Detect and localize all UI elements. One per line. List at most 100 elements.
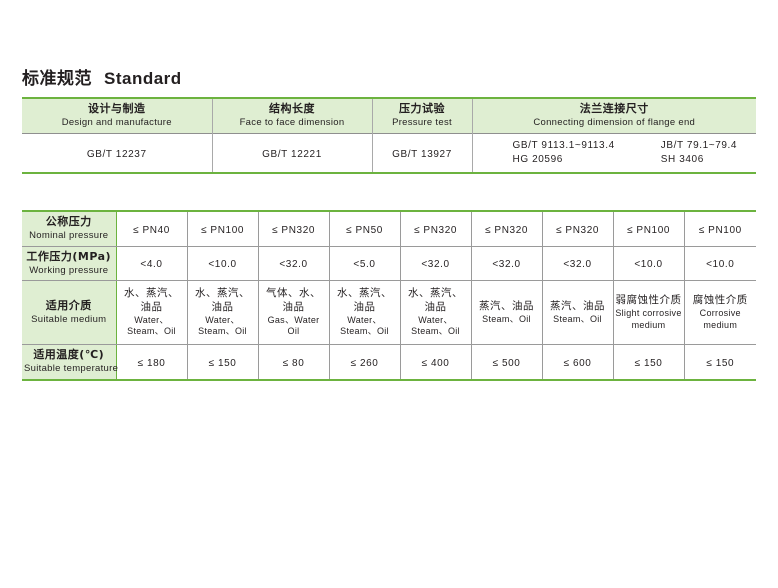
row-header-suitable-medium: 适用介质 Suitable medium xyxy=(22,280,117,346)
value-working-pressure-6: <32.0 xyxy=(492,259,521,271)
row-header-suitable-temperature-cn: 适用温度(℃) xyxy=(33,348,105,362)
cell-nominal-pressure-4: ≤ PN50 xyxy=(329,211,401,247)
medium-7-cn-line-1: 蒸汽、油品 xyxy=(550,300,605,313)
value-suitable-temperature-3: ≤ 80 xyxy=(282,358,305,370)
cell-suitable-temperature-8: ≤ 150 xyxy=(613,344,685,380)
cell-suitable-temperature-9: ≤ 150 xyxy=(684,345,756,380)
medium-2-en-line-2: Steam、Oil xyxy=(198,326,247,337)
row-header-suitable-temperature: 适用温度(℃) Suitable temperature xyxy=(22,344,118,380)
medium-6-en-line-1: Steam、Oil xyxy=(482,313,531,324)
row-header-suitable-medium-cn: 适用介质 xyxy=(45,298,92,312)
value-nominal-pressure-4: ≤ PN50 xyxy=(346,224,383,236)
flange-value-left: GB/T 9113.1~9113.4 HG 20596 xyxy=(513,139,615,168)
table-row: 公称压力 Nominal pressure ≤ PN40 ≤ PN100 ≤ P… xyxy=(22,211,756,247)
standard-table: 设计与制造 Design and manufacture 结构长度 Face t… xyxy=(22,97,756,174)
value-working-pressure-3: <32.0 xyxy=(279,259,308,271)
value-suitable-temperature-8: ≤ 150 xyxy=(634,358,663,370)
cell-suitable-medium-4: 水、蒸汽、 油品 Water、 Steam、Oil xyxy=(329,280,401,346)
value-working-pressure-4: <5.0 xyxy=(353,259,376,271)
table-row: 适用介质 Suitable medium 水、蒸汽、 油品 Water、 Ste… xyxy=(22,280,756,346)
page-title-en: Standard xyxy=(104,69,182,88)
medium-1-cn-line-2: 油品 xyxy=(140,301,163,314)
row-header-working-pressure-en: Working pressure xyxy=(29,264,109,276)
page-title-cn: 标准规范 xyxy=(22,69,92,89)
value-working-pressure-9: <10.0 xyxy=(706,259,735,271)
cell-flange-value: GB/T 9113.1~9113.4 HG 20596 JB/T 79.1~79… xyxy=(472,134,756,174)
value-suitable-temperature-6: ≤ 500 xyxy=(492,358,521,370)
value-flange-hg: HG 20596 xyxy=(512,154,563,165)
row-header-working-pressure: 工作压力(MPa) Working pressure xyxy=(22,246,117,282)
medium-1-en-line-2: Steam、Oil xyxy=(127,326,176,337)
cell-suitable-medium-6: 蒸汽、油品 Steam、Oil xyxy=(471,280,543,346)
cell-suitable-temperature-4: ≤ 260 xyxy=(329,344,401,380)
value-nominal-pressure-2: ≤ PN100 xyxy=(200,224,245,236)
medium-3-en-line-1: Gas、Water xyxy=(267,314,320,325)
value-nominal-pressure-7: ≤ PN320 xyxy=(555,224,600,236)
medium-9-cn-line-1: 腐蚀性介质 xyxy=(692,294,748,307)
cell-pressure-test-value: GB/T 13927 xyxy=(372,133,473,173)
value-working-pressure-2: <10.0 xyxy=(208,259,237,271)
medium-4-en-line-1: Water、 xyxy=(347,314,382,325)
cell-working-pressure-2: <10.0 xyxy=(187,246,259,282)
col-header-flange-cn: 法兰连接尺寸 xyxy=(579,102,649,116)
cell-working-pressure-1: <4.0 xyxy=(116,246,188,282)
cell-nominal-pressure-9: ≤ PN100 xyxy=(684,211,756,247)
medium-2-cn-line-1: 水、蒸汽、 xyxy=(195,287,250,300)
cell-nominal-pressure-1: ≤ PN40 xyxy=(116,211,188,247)
row-header-nominal-pressure-cn: 公称压力 xyxy=(45,215,92,228)
standard-table-head: 设计与制造 Design and manufacture 结构长度 Face t… xyxy=(22,98,756,134)
cell-working-pressure-9: <10.0 xyxy=(684,246,756,282)
table-row: 设计与制造 Design and manufacture 结构长度 Face t… xyxy=(22,98,756,134)
col-header-pressure-test-en: Pressure test xyxy=(392,117,452,129)
value-nominal-pressure-8: ≤ PN100 xyxy=(626,224,671,236)
page-title: 标准规范 Standard xyxy=(22,64,182,89)
value-working-pressure-5: <32.0 xyxy=(421,259,450,271)
cell-suitable-medium-8: 弱腐蚀性介质 Slight corrosive medium xyxy=(613,280,685,346)
parameters-table: 公称压力 Nominal pressure ≤ PN40 ≤ PN100 ≤ P… xyxy=(22,210,756,381)
medium-4-cn-line-2: 油品 xyxy=(353,301,376,314)
parameters-table-body: 公称压力 Nominal pressure ≤ PN40 ≤ PN100 ≤ P… xyxy=(22,211,756,380)
col-header-pressure-test-cn: 压力试验 xyxy=(399,102,445,116)
cell-working-pressure-8: <10.0 xyxy=(613,246,685,282)
cell-nominal-pressure-8: ≤ PN100 xyxy=(613,211,685,247)
value-suitable-temperature-5: ≤ 400 xyxy=(421,358,450,370)
cell-working-pressure-6: <32.0 xyxy=(471,246,543,282)
col-header-design-cn: 设计与制造 xyxy=(88,102,146,116)
table-row: GB/T 12237 GB/T 12221 GB/T 13927 GB/T 91… xyxy=(22,133,756,174)
col-header-face: 结构长度 Face to face dimension xyxy=(212,98,373,134)
value-flange-jbt: JB/T 79.1~79.4 xyxy=(660,139,738,151)
col-header-face-en: Face to face dimension xyxy=(239,117,345,129)
medium-5-en-line-1: Water、 xyxy=(418,314,453,325)
value-nominal-pressure-9: ≤ PN100 xyxy=(698,224,742,236)
value-nominal-pressure-5: ≤ PN320 xyxy=(413,224,458,236)
col-header-flange: 法兰连接尺寸 Connecting dimension of flange en… xyxy=(472,98,756,134)
row-header-nominal-pressure: 公称压力 Nominal pressure xyxy=(22,211,117,247)
row-header-working-pressure-cn: 工作压力(MPa) xyxy=(26,249,112,263)
medium-9-en-line-2: medium xyxy=(703,319,738,330)
table-row: 工作压力(MPa) Working pressure <4.0 <10.0 <3… xyxy=(22,246,756,282)
medium-5-cn-line-1: 水、蒸汽、 xyxy=(408,287,463,300)
medium-5-en-line-2: Steam、Oil xyxy=(411,326,460,337)
cell-working-pressure-5: <32.0 xyxy=(400,246,472,282)
value-nominal-pressure-1: ≤ PN40 xyxy=(133,224,170,236)
table-row: 适用温度(℃) Suitable temperature ≤ 180 ≤ 150… xyxy=(22,344,756,380)
cell-suitable-temperature-2: ≤ 150 xyxy=(187,344,259,380)
value-working-pressure-7: <32.0 xyxy=(563,259,592,271)
flange-value-group: GB/T 9113.1~9113.4 HG 20596 JB/T 79.1~79… xyxy=(475,139,755,168)
cell-nominal-pressure-7: ≤ PN320 xyxy=(542,211,614,247)
medium-4-cn-line-1: 水、蒸汽、 xyxy=(337,287,392,300)
cell-nominal-pressure-5: ≤ PN320 xyxy=(400,211,472,247)
row-header-nominal-pressure-en: Nominal pressure xyxy=(29,229,109,241)
row-header-suitable-medium-en: Suitable medium xyxy=(31,313,107,325)
medium-5-cn-line-2: 油品 xyxy=(424,301,447,314)
cell-nominal-pressure-6: ≤ PN320 xyxy=(471,211,543,247)
col-header-face-cn: 结构长度 xyxy=(269,102,315,116)
value-nominal-pressure-3: ≤ PN320 xyxy=(271,224,316,236)
medium-2-en-line-1: Water、 xyxy=(205,314,240,325)
value-suitable-temperature-2: ≤ 150 xyxy=(208,358,237,370)
cell-working-pressure-3: <32.0 xyxy=(258,246,330,282)
medium-3-en-line-2: Oil xyxy=(287,326,300,337)
cell-suitable-temperature-7: ≤ 600 xyxy=(542,344,614,380)
medium-1-cn-line-1: 水、蒸汽、 xyxy=(124,287,179,300)
col-header-design-en: Design and manufacture xyxy=(61,117,172,129)
